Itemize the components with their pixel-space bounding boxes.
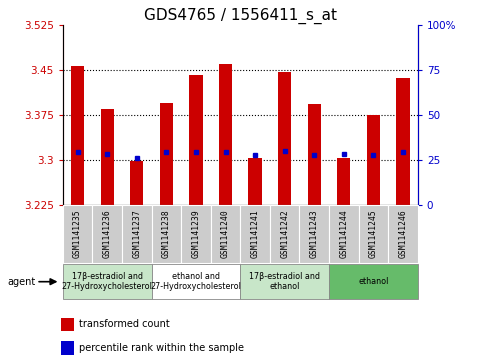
Bar xyxy=(92,205,122,263)
Text: GSM1141236: GSM1141236 xyxy=(103,209,112,258)
Bar xyxy=(367,115,380,205)
Text: GSM1141235: GSM1141235 xyxy=(73,209,82,258)
Bar xyxy=(71,66,84,205)
Text: GSM1141241: GSM1141241 xyxy=(251,209,259,258)
Bar xyxy=(278,72,291,205)
Bar xyxy=(61,318,74,331)
Bar xyxy=(189,74,202,205)
Text: GSM1141239: GSM1141239 xyxy=(191,209,200,258)
Bar xyxy=(63,264,152,299)
Text: 17β-estradiol and
27-Hydroxycholesterol: 17β-estradiol and 27-Hydroxycholesterol xyxy=(62,272,153,291)
Text: GSM1141245: GSM1141245 xyxy=(369,209,378,258)
Bar xyxy=(152,264,241,299)
Bar xyxy=(100,109,114,205)
Text: percentile rank within the sample: percentile rank within the sample xyxy=(79,343,244,353)
Text: ethanol: ethanol xyxy=(358,277,389,286)
Bar xyxy=(219,64,232,205)
Bar xyxy=(397,78,410,205)
Bar xyxy=(337,158,351,205)
Bar xyxy=(122,205,152,263)
Text: GSM1141243: GSM1141243 xyxy=(310,209,319,258)
Text: 17β-estradiol and
ethanol: 17β-estradiol and ethanol xyxy=(249,272,320,291)
Bar xyxy=(241,205,270,263)
Bar xyxy=(160,103,173,205)
Bar xyxy=(329,205,358,263)
Bar xyxy=(270,205,299,263)
Text: GSM1141242: GSM1141242 xyxy=(280,209,289,258)
Bar xyxy=(181,205,211,263)
Bar xyxy=(130,162,143,205)
Text: ethanol and
27-Hydroxycholesterol: ethanol and 27-Hydroxycholesterol xyxy=(151,272,242,291)
Text: transformed count: transformed count xyxy=(79,319,170,330)
Text: GSM1141244: GSM1141244 xyxy=(340,209,348,258)
Bar xyxy=(308,105,321,205)
Bar xyxy=(211,205,241,263)
Bar xyxy=(358,205,388,263)
Text: GSM1141246: GSM1141246 xyxy=(398,209,408,258)
Text: agent: agent xyxy=(7,277,35,287)
Bar xyxy=(241,264,329,299)
Bar xyxy=(388,205,418,263)
Text: GSM1141240: GSM1141240 xyxy=(221,209,230,258)
Text: GSM1141237: GSM1141237 xyxy=(132,209,141,258)
Bar xyxy=(248,158,262,205)
Bar xyxy=(61,342,74,355)
Text: GSM1141238: GSM1141238 xyxy=(162,209,171,258)
Bar xyxy=(63,205,92,263)
Bar xyxy=(152,205,181,263)
Bar xyxy=(329,264,418,299)
Title: GDS4765 / 1556411_s_at: GDS4765 / 1556411_s_at xyxy=(144,8,337,24)
Bar xyxy=(299,205,329,263)
